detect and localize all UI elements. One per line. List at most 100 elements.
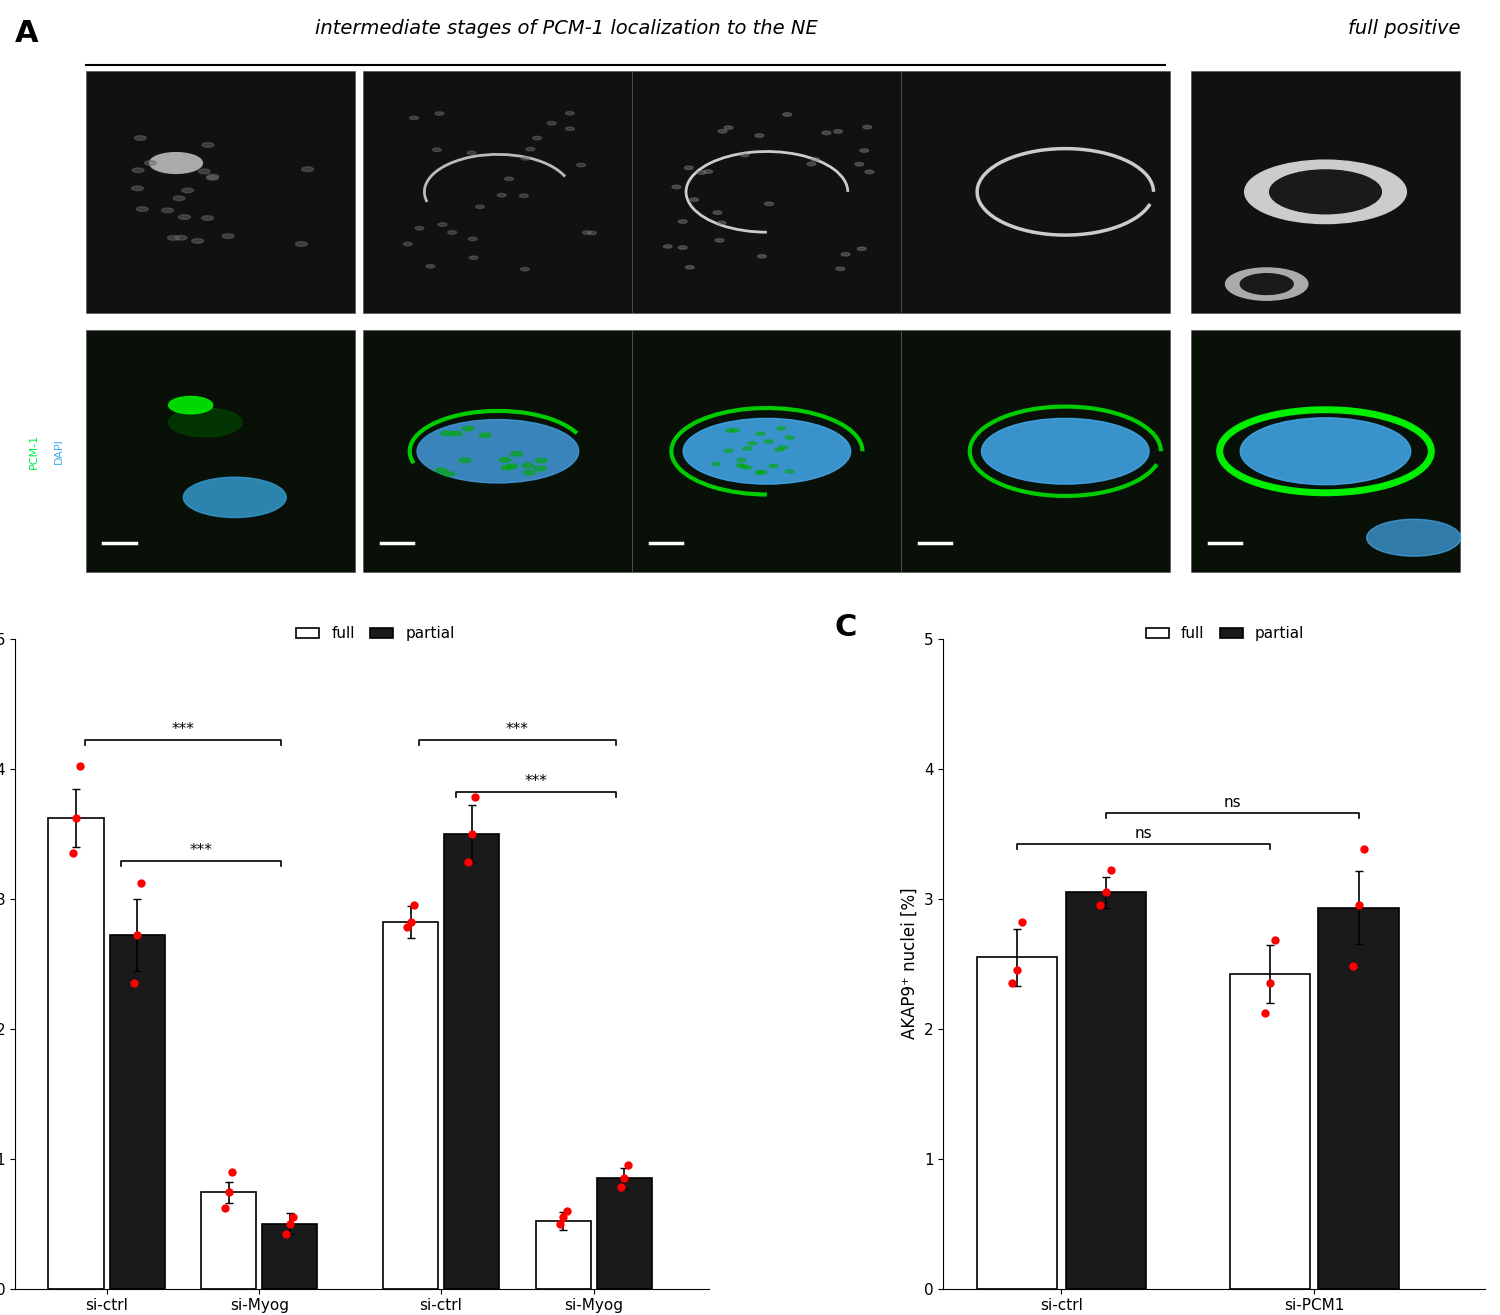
Circle shape — [460, 437, 472, 442]
Circle shape — [462, 431, 474, 435]
Text: ***: *** — [189, 843, 213, 859]
Legend: full, partial: full, partial — [291, 621, 460, 647]
Circle shape — [1245, 160, 1407, 224]
Circle shape — [1240, 274, 1293, 295]
Circle shape — [756, 438, 764, 442]
Circle shape — [718, 252, 728, 256]
Circle shape — [524, 460, 536, 466]
Bar — [976, 957, 1058, 1289]
Text: ns: ns — [1224, 796, 1240, 810]
Circle shape — [818, 456, 827, 459]
Circle shape — [698, 135, 706, 138]
Circle shape — [566, 264, 574, 267]
Text: ns: ns — [1134, 826, 1152, 842]
Circle shape — [150, 153, 202, 174]
Circle shape — [833, 267, 842, 270]
Circle shape — [234, 204, 246, 209]
Bar — [633, 330, 902, 572]
Circle shape — [676, 166, 686, 168]
Bar — [597, 1178, 652, 1289]
Circle shape — [688, 235, 696, 238]
Text: A: A — [15, 18, 39, 47]
Circle shape — [183, 477, 286, 518]
Bar — [363, 71, 633, 313]
Circle shape — [728, 156, 736, 160]
Circle shape — [282, 126, 294, 132]
Circle shape — [771, 460, 780, 463]
Circle shape — [792, 438, 801, 441]
Circle shape — [802, 441, 812, 443]
Circle shape — [544, 229, 554, 231]
Circle shape — [509, 427, 520, 433]
Circle shape — [1240, 418, 1412, 485]
Circle shape — [540, 471, 552, 476]
Bar — [262, 1224, 318, 1289]
Circle shape — [584, 167, 592, 171]
Circle shape — [530, 454, 542, 459]
Circle shape — [483, 199, 490, 203]
Circle shape — [528, 454, 540, 459]
Circle shape — [492, 459, 504, 464]
Circle shape — [288, 166, 300, 171]
Circle shape — [981, 418, 1149, 484]
Circle shape — [808, 466, 818, 468]
Circle shape — [222, 210, 234, 216]
Bar — [902, 71, 1170, 313]
Circle shape — [243, 129, 254, 133]
Circle shape — [132, 189, 142, 195]
Bar — [633, 71, 902, 313]
Circle shape — [765, 441, 772, 443]
Bar — [1230, 974, 1310, 1289]
Circle shape — [764, 469, 772, 472]
Y-axis label: AKAP9⁺ nuclei [%]: AKAP9⁺ nuclei [%] — [900, 888, 918, 1039]
Circle shape — [164, 145, 176, 149]
Circle shape — [520, 158, 530, 162]
Circle shape — [514, 146, 523, 150]
Circle shape — [843, 212, 852, 214]
Circle shape — [746, 451, 754, 455]
Text: C: C — [836, 613, 858, 642]
Circle shape — [478, 234, 488, 237]
Circle shape — [516, 128, 524, 130]
Legend: full, partial: full, partial — [1140, 621, 1311, 647]
Circle shape — [448, 241, 458, 245]
Circle shape — [584, 183, 592, 185]
Circle shape — [766, 264, 776, 267]
Circle shape — [741, 443, 750, 447]
Circle shape — [816, 427, 825, 430]
Circle shape — [417, 419, 579, 483]
Circle shape — [831, 139, 840, 142]
Bar — [363, 330, 633, 572]
Circle shape — [710, 221, 718, 224]
Circle shape — [1366, 519, 1461, 556]
Bar — [902, 330, 1170, 572]
Circle shape — [772, 153, 782, 155]
Bar — [1191, 330, 1460, 572]
Circle shape — [489, 200, 498, 204]
Circle shape — [1226, 268, 1308, 300]
Bar — [444, 834, 500, 1289]
Circle shape — [426, 158, 435, 162]
Circle shape — [506, 262, 515, 266]
Circle shape — [530, 255, 538, 259]
Bar — [201, 1193, 256, 1289]
Circle shape — [482, 125, 490, 128]
Circle shape — [1269, 170, 1382, 214]
Circle shape — [748, 467, 758, 471]
Circle shape — [756, 164, 765, 168]
Circle shape — [813, 434, 822, 438]
Circle shape — [168, 408, 242, 437]
Circle shape — [512, 448, 524, 454]
Circle shape — [438, 209, 447, 212]
Circle shape — [813, 201, 822, 205]
Bar — [48, 818, 104, 1289]
Text: ***: *** — [524, 775, 548, 789]
Circle shape — [484, 222, 494, 226]
Bar — [86, 330, 354, 572]
Circle shape — [570, 196, 579, 200]
Text: intermediate stages of PCM-1 localization to the NE: intermediate stages of PCM-1 localizatio… — [315, 18, 818, 38]
Circle shape — [726, 254, 734, 256]
Bar — [1065, 892, 1146, 1289]
Circle shape — [801, 179, 810, 183]
Circle shape — [184, 139, 196, 143]
